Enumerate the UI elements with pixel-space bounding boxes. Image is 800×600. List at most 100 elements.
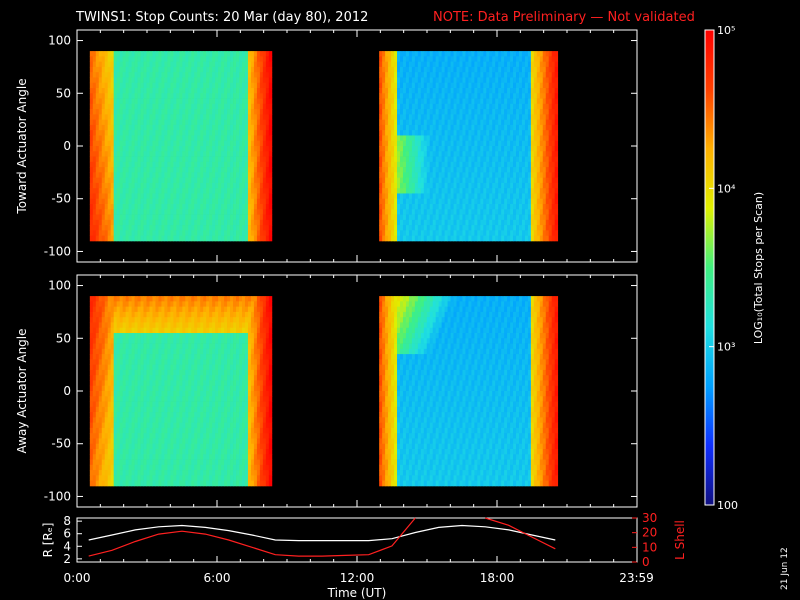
- heatmap-cell: [131, 433, 135, 439]
- heatmap-cell: [253, 161, 258, 168]
- heatmap-cell: [140, 72, 144, 78]
- heatmap-cell: [498, 193, 502, 200]
- heatmap-cell: [426, 88, 431, 94]
- heatmap-cell: [182, 72, 186, 78]
- heatmap-cell: [465, 109, 469, 115]
- heatmap-cell: [92, 369, 97, 376]
- heatmap-cell: [89, 396, 94, 402]
- heatmap-cell: [480, 204, 484, 210]
- heatmap-cell: [221, 66, 225, 73]
- heatmap-cell: [155, 219, 159, 226]
- heatmap-cell: [197, 119, 201, 126]
- heatmap-cell: [107, 161, 112, 168]
- heatmap-cell: [507, 109, 511, 115]
- heatmap-cell: [426, 151, 431, 157]
- heatmap-cell: [432, 182, 437, 189]
- heatmap-cell: [125, 167, 130, 173]
- heatmap-cell: [483, 182, 487, 189]
- heatmap-cell: [143, 109, 147, 115]
- heatmap-cell: [107, 343, 112, 350]
- heatmap-cell: [131, 422, 135, 429]
- heatmap-cell: [185, 151, 189, 157]
- heatmap-cell: [89, 385, 94, 392]
- heatmap-cell: [262, 98, 267, 105]
- heatmap-cell: [182, 119, 186, 126]
- heatmap-cell: [89, 317, 94, 323]
- heatmap-cell: [548, 119, 553, 126]
- heatmap-cell: [170, 188, 174, 194]
- heatmap-cell: [134, 93, 138, 99]
- heatmap-cell: [200, 214, 204, 221]
- heatmap-cell: [212, 193, 216, 200]
- heatmap-cell: [399, 182, 404, 189]
- heatmap-cell: [89, 338, 94, 344]
- heatmap-cell: [510, 167, 514, 173]
- heatmap-cell: [402, 119, 407, 126]
- heatmap-cell: [468, 214, 472, 221]
- heatmap-cell: [119, 56, 124, 63]
- heatmap-cell: [268, 88, 273, 94]
- heatmap-cell: [239, 225, 243, 231]
- heatmap-cell: [483, 109, 487, 115]
- heatmap-cell: [95, 61, 100, 68]
- heatmap-cell: [417, 77, 422, 84]
- heatmap-cell: [533, 130, 538, 136]
- heatmap-cell: [98, 459, 103, 466]
- heatmap-cell: [441, 167, 446, 173]
- heatmap-cell: [242, 230, 246, 237]
- heatmap-cell: [417, 124, 422, 131]
- heatmap-cell: [143, 193, 147, 200]
- heatmap-cell: [382, 177, 386, 184]
- heatmap-cell: [253, 146, 258, 152]
- heatmap-cell: [179, 172, 183, 179]
- heatmap-cell: [429, 66, 434, 73]
- heatmap-cell: [116, 209, 121, 215]
- heatmap-cell: [388, 188, 392, 194]
- heatmap-cell: [119, 311, 124, 318]
- heatmap-cell: [521, 198, 526, 205]
- heatmap-cell: [516, 172, 520, 179]
- heatmap-cell: [158, 130, 162, 136]
- heatmap-cell: [140, 77, 144, 84]
- heatmap-cell: [262, 82, 267, 89]
- heatmap-cell: [459, 204, 463, 210]
- heatmap-cell: [143, 77, 147, 84]
- heatmap-cell: [253, 56, 258, 63]
- heatmap-cell: [110, 449, 115, 455]
- heatmap-cell: [530, 188, 535, 194]
- heatmap-cell: [101, 167, 106, 173]
- heatmap-cell: [149, 135, 153, 142]
- heatmap-cell: [131, 177, 135, 184]
- heatmap-cell: [107, 235, 112, 242]
- heatmap-cell: [462, 56, 466, 63]
- heatmap-cell: [250, 72, 255, 78]
- heatmap-cell: [397, 114, 401, 121]
- heatmap-cell: [131, 209, 135, 215]
- heatmap-cell: [182, 161, 186, 168]
- heatmap-cell: [209, 124, 213, 131]
- heatmap-cell: [113, 454, 118, 460]
- heatmap-cell: [462, 193, 466, 200]
- heatmap-cell: [256, 88, 261, 94]
- heatmap-cell: [468, 225, 472, 231]
- heatmap-cell: [539, 172, 544, 179]
- heatmap-cell: [397, 56, 401, 63]
- heatmap-cell: [516, 66, 520, 73]
- heatmap-cell: [492, 124, 496, 131]
- heatmap-cell: [89, 51, 94, 57]
- heatmap-cell: [468, 140, 472, 147]
- heatmap-cell: [104, 406, 109, 413]
- heatmap-cell: [149, 214, 153, 221]
- heatmap-cell: [265, 109, 270, 115]
- heatmap-cell: [388, 167, 392, 173]
- heatmap-cell: [539, 66, 544, 73]
- heatmap-cell: [146, 151, 150, 157]
- heatmap-cell: [185, 103, 189, 110]
- heatmap-cell: [480, 188, 484, 194]
- heatmap-cell: [92, 151, 97, 157]
- heatmap-cell: [128, 140, 132, 147]
- heatmap-cell: [477, 77, 481, 84]
- heatmap-cell: [518, 56, 523, 63]
- heatmap-cell: [122, 412, 127, 418]
- heatmap-cell: [209, 109, 213, 115]
